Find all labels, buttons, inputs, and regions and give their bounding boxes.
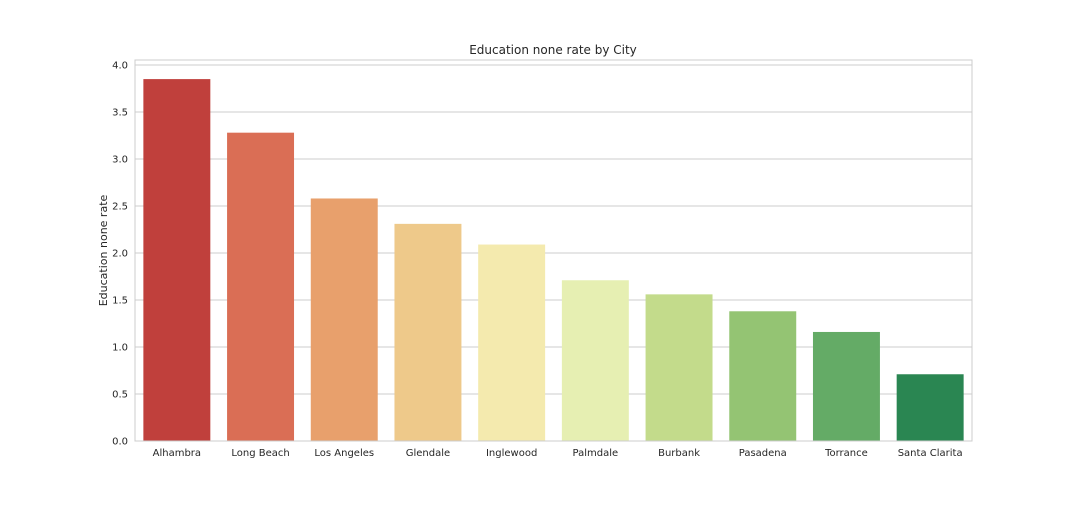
y-tick-label: 2.5 xyxy=(112,202,128,213)
y-tick-label: 3.5 xyxy=(112,108,128,119)
x-tick-label: Pasadena xyxy=(739,448,787,459)
y-tick-label: 2.0 xyxy=(112,249,128,260)
bar-palmdale xyxy=(561,280,629,441)
chart-title: Education none rate by City xyxy=(469,43,637,57)
bar-santa-clarita xyxy=(896,374,964,441)
bar-los-angeles xyxy=(310,198,378,441)
y-tick-label: 3.0 xyxy=(112,155,128,166)
bar-alhambra xyxy=(143,79,211,441)
x-tick-label: Glendale xyxy=(406,448,450,459)
x-tick-label: Torrance xyxy=(824,448,868,459)
x-tick-label: Burbank xyxy=(658,448,700,459)
x-tick-label: Long Beach xyxy=(231,448,289,459)
x-tick-labels: Alhambra Long Beach Los Angeles Glendale Ing… xyxy=(153,448,963,459)
x-tick-label: Santa Clarita xyxy=(898,448,963,459)
x-tick-label: Inglewood xyxy=(486,448,537,459)
bar-inglewood xyxy=(478,244,546,441)
y-tick-labels: 0.0 0.5 1.0 1.5 2.0 2.5 3.0 3.5 4.0 xyxy=(112,61,128,448)
y-tick-label: 0.5 xyxy=(112,390,128,401)
bar-pasadena xyxy=(729,311,797,441)
plot-frame xyxy=(134,59,973,442)
bar-long-beach xyxy=(227,132,295,441)
x-tick-label: Los Angeles xyxy=(314,448,374,459)
x-tick-label: Alhambra xyxy=(153,448,201,459)
y-tick-label: 1.5 xyxy=(112,296,128,307)
y-tick-label: 4.0 xyxy=(112,61,128,72)
y-tick-label: 1.0 xyxy=(112,343,128,354)
x-tick-label: Palmdale xyxy=(573,448,619,459)
bar-torrance xyxy=(812,331,880,441)
bar-glendale xyxy=(394,223,462,441)
bar-burbank xyxy=(645,294,713,441)
y-tick-label: 0.0 xyxy=(112,437,128,448)
bars xyxy=(143,79,964,441)
y-axis-label: Education none rate xyxy=(97,194,110,306)
